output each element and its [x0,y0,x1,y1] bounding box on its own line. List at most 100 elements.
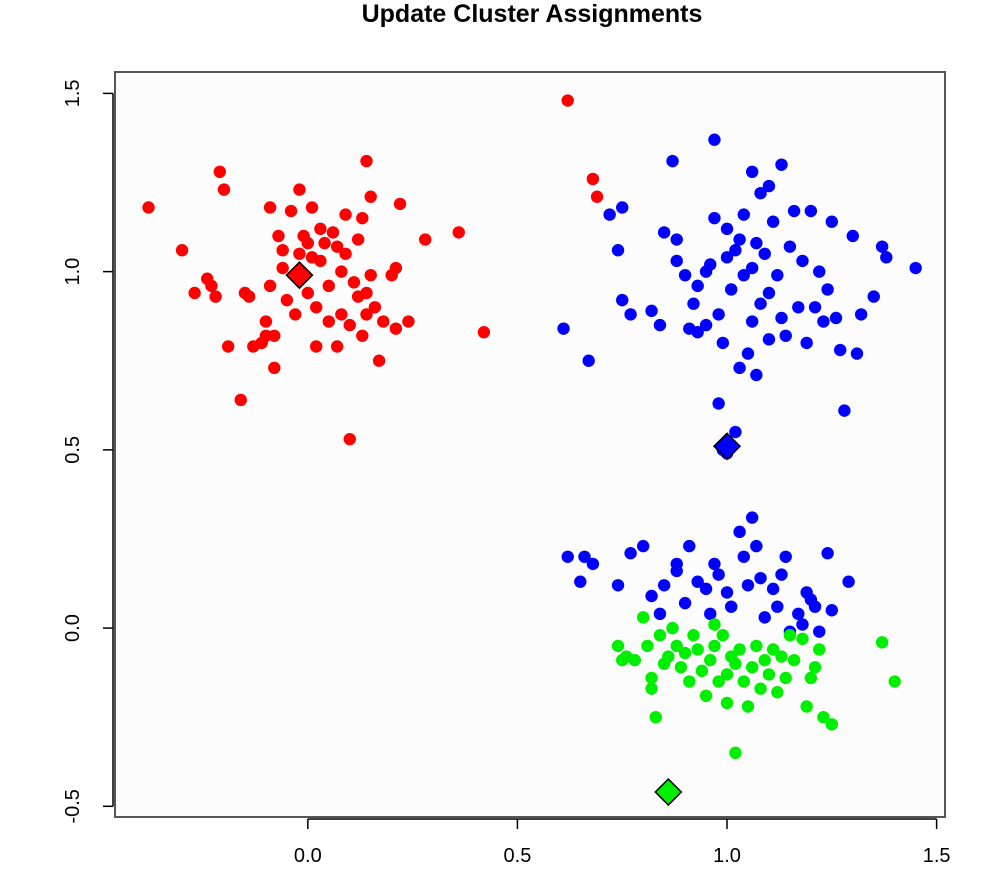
scatter-point [574,575,587,588]
scatter-point [301,236,315,250]
scatter-point [586,557,600,571]
scatter-point [750,368,763,382]
scatter-point [775,158,788,171]
scatter-point [276,261,289,275]
y-tick-label: 1.5 [62,79,84,107]
scatter-point [771,268,784,282]
scatter-point [888,675,901,688]
scatter-point [335,308,348,321]
scatter-point [875,636,889,649]
scatter-point [796,618,809,631]
scatter-point [242,290,256,303]
scatter-point [704,258,717,271]
scatter-point [775,311,788,325]
scatter-point [356,329,369,342]
scatter-point [205,279,218,293]
scatter-point [708,211,721,225]
scatter-point [611,579,625,592]
scatter-point [402,315,415,328]
scatter-point [590,190,604,203]
scatter-point [804,671,818,685]
scatter-point [804,204,818,218]
scatter-point [708,618,721,631]
scatter-point [561,94,574,107]
scatter-point [368,301,382,314]
scatter-point [645,304,658,318]
scatter-point [653,607,667,621]
scatter-point [771,686,784,699]
scatter-point [699,689,713,703]
scatter-point [582,354,595,367]
scatter-point [783,240,797,253]
y-tick-label: 0.5 [62,436,84,464]
scatter-point [775,650,788,663]
scatter-point [330,240,344,253]
scatter-point [737,268,750,282]
scatter-point [419,233,432,246]
scatter-point [578,550,591,563]
scatter-point [268,361,281,375]
scatter-point [557,322,570,335]
scatter-point [909,261,922,275]
scatter-point [372,354,386,367]
scatter-point [712,568,725,581]
scatter-point [641,639,654,653]
scatter-point [712,397,725,410]
scatter-point [670,233,683,246]
scatter-point [289,308,302,321]
scatter-point [293,247,306,260]
scatter-point [729,244,742,257]
scatter-point [817,710,830,724]
scatter-point [720,668,734,681]
scatter-point [678,646,692,660]
scatter-point [276,244,289,257]
scatter-point [360,286,373,300]
plot-area [114,71,946,818]
scatter-point [708,639,721,653]
centroid-marker [712,432,742,461]
scatter-point [808,600,822,613]
scatter-point [389,261,403,275]
scatter-point [339,247,352,260]
scatter-point [758,653,771,667]
scatter-point [339,208,352,221]
scatter-point [674,661,688,674]
scatter-point [796,632,809,645]
scatter-point [687,297,700,310]
scatter-point [783,629,797,642]
scatter-point [670,639,683,653]
scatter-point [821,283,834,296]
scatter-point [666,154,679,168]
scatter-point [745,165,759,179]
scatter-point [808,661,822,674]
scatter-point [343,318,356,332]
scatter-point [611,639,625,653]
scatter-point [771,600,784,613]
scatter-point [704,607,717,621]
scatter-point [750,236,763,250]
scatter-point [628,653,641,667]
scatter-point [829,311,843,325]
scatter-point [834,343,847,357]
scatter-point [779,550,792,563]
centroid-marker [654,777,683,807]
y-tick-label: 1.0 [62,258,84,286]
scatter-point [796,254,809,268]
scatter-point [821,547,834,560]
scatter-point [699,582,713,596]
scatter-point [733,525,746,539]
scatter-point [636,611,650,624]
scatter-point [745,511,759,524]
centroids-layer [285,261,742,807]
scatter-point [725,283,738,296]
scatter-point [209,290,222,303]
scatter-point [351,233,365,246]
scatter-point [825,215,839,228]
scatter-point [779,671,792,685]
scatter-point [800,336,813,350]
scatter-point [330,340,344,353]
scatter-point [754,186,767,200]
scatter-point [720,251,734,264]
scatter-point [310,301,323,314]
scatter-point [653,318,667,332]
